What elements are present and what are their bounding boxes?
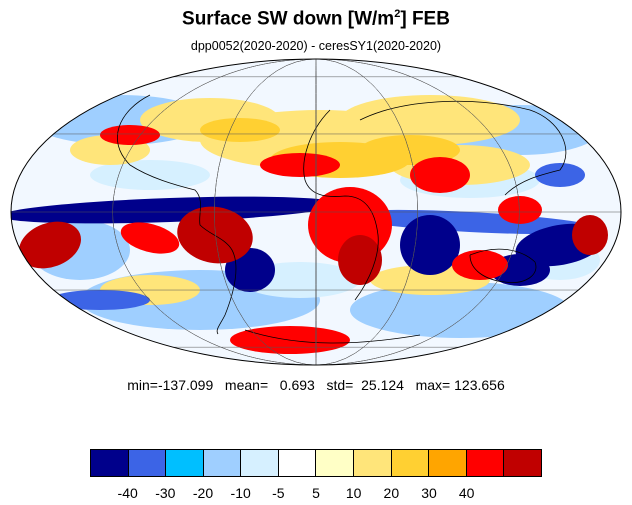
colorbar-tick-label: 40 bbox=[458, 485, 475, 501]
colorbar-tick-label: -30 bbox=[155, 485, 176, 501]
colorbar-swatch-6 bbox=[316, 450, 355, 476]
anomaly-patch bbox=[90, 160, 210, 190]
anomaly-patch bbox=[452, 250, 508, 280]
colorbar-swatch-11 bbox=[504, 450, 541, 476]
mollweide-map bbox=[10, 58, 622, 366]
anomaly-patch bbox=[200, 118, 280, 142]
globe-outline bbox=[10, 58, 622, 366]
anomaly-patch bbox=[350, 282, 570, 338]
anomaly-patch bbox=[260, 153, 340, 177]
anomaly-patch bbox=[50, 290, 150, 310]
anomaly-patch bbox=[340, 209, 600, 235]
map-title: Surface SW down [W/m2] FEB bbox=[182, 8, 450, 30]
coastline-segment bbox=[116, 94, 237, 335]
anomaly-patch bbox=[19, 221, 81, 269]
anomaly-patch bbox=[177, 206, 253, 264]
colorbar-swatch-2 bbox=[166, 450, 204, 476]
colorbar-swatch-4 bbox=[241, 450, 279, 476]
colorbar-tick-label: -10 bbox=[230, 485, 251, 501]
anomaly-field bbox=[11, 95, 608, 354]
colorbar-swatch-7 bbox=[354, 450, 392, 476]
longitude-line bbox=[315, 59, 317, 365]
statistics-line: min=-137.099 mean= 0.693 std= 25.124 max… bbox=[127, 377, 505, 393]
colorbar-swatch-8 bbox=[391, 450, 430, 476]
colorbar-tick-label: -20 bbox=[192, 485, 214, 501]
colorbar-swatch-0 bbox=[91, 450, 129, 476]
colorbar-tick-label: 10 bbox=[345, 485, 362, 501]
coastline-segment bbox=[303, 109, 379, 301]
anomaly-patch bbox=[11, 196, 340, 224]
anomaly-patch bbox=[498, 196, 542, 224]
colorbar-swatch-3 bbox=[203, 450, 242, 476]
longitude-line bbox=[112, 59, 520, 365]
colorbar-tick-label: 5 bbox=[312, 485, 320, 501]
colorbar-swatch-10 bbox=[466, 450, 505, 476]
anomaly-patch bbox=[535, 163, 585, 187]
anomaly-patch bbox=[100, 125, 160, 145]
anomaly-patch bbox=[400, 215, 460, 275]
anomaly-patch bbox=[120, 222, 180, 254]
longitude-line bbox=[214, 59, 418, 365]
colorbar-ticks: -40 -30 -20 -10 -5 5 10 20 30 40 bbox=[0, 485, 632, 503]
coastlines bbox=[116, 94, 567, 344]
colorbar-swatch-1 bbox=[128, 450, 167, 476]
colorbar bbox=[90, 449, 542, 477]
anomaly-patch bbox=[410, 157, 470, 193]
colorbar-tick-label: -5 bbox=[272, 485, 285, 501]
map-subtitle: dpp0052(2020-2020) - ceresSY1(2020-2020) bbox=[190, 39, 442, 53]
coastline-segment bbox=[244, 329, 421, 344]
colorbar-swatch-5 bbox=[278, 450, 317, 476]
colorbar-swatch-9 bbox=[429, 450, 467, 476]
anomaly-patch bbox=[340, 95, 520, 145]
colorbar-tick-label: 20 bbox=[383, 485, 400, 501]
coastline-segment bbox=[469, 248, 537, 283]
coastline-segment bbox=[359, 100, 567, 196]
colorbar-tick-label: -40 bbox=[117, 485, 138, 501]
anomaly-patch bbox=[572, 215, 608, 255]
colorbar-tick-label: 30 bbox=[421, 485, 437, 501]
